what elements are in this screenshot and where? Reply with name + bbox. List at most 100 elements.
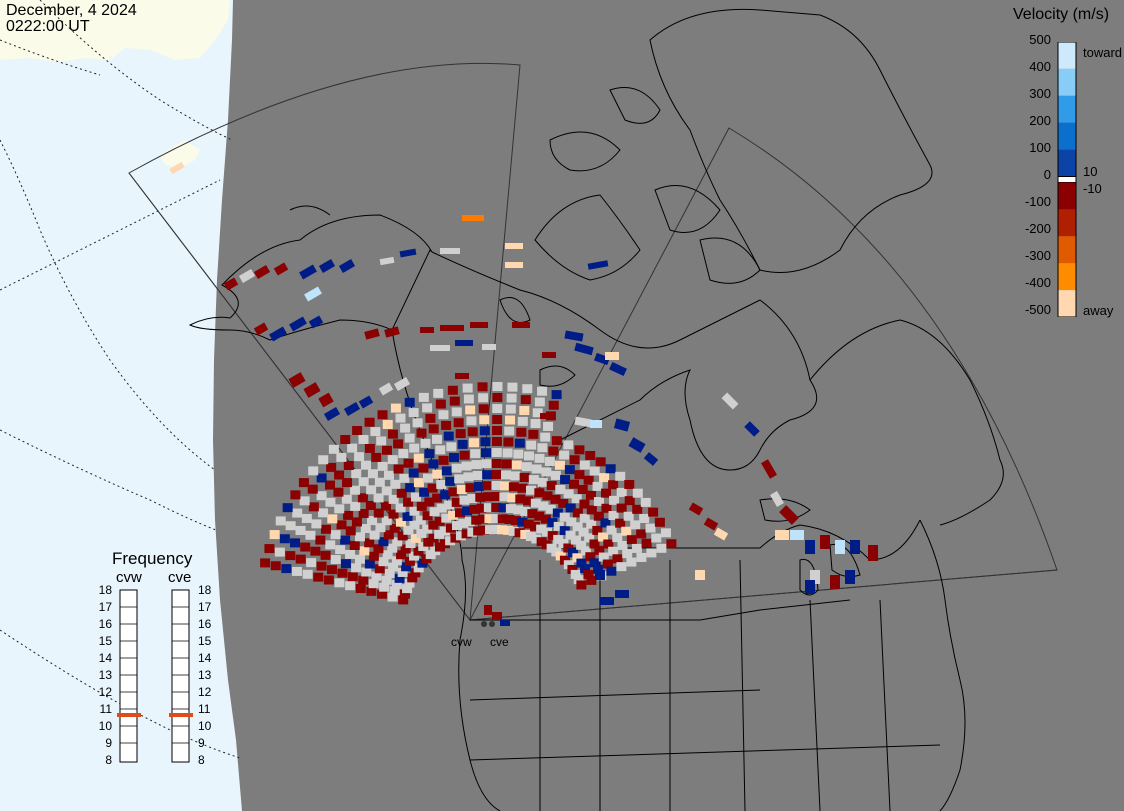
scatter-cell — [563, 560, 574, 570]
scatter-cell — [433, 388, 444, 398]
scatter-cell — [538, 501, 549, 511]
scatter-cell — [477, 514, 488, 524]
scatter-cell — [358, 395, 374, 409]
scatter-cell — [563, 543, 574, 553]
scatter-cell — [548, 400, 559, 410]
scatter-cell — [574, 342, 594, 356]
scatter-cell — [598, 532, 609, 542]
scatter-cell — [744, 421, 760, 437]
scatter-cell — [517, 416, 528, 426]
scatter-cell — [402, 511, 413, 521]
scatter-cell — [275, 516, 286, 526]
scatter-cell — [546, 481, 557, 491]
scatter-cell — [498, 503, 509, 513]
frequency-scale-label: 15 — [198, 634, 212, 648]
scatter-cell — [492, 612, 502, 620]
scatter-cell — [491, 448, 502, 458]
scatter-cell — [355, 584, 366, 594]
scatter-cell — [586, 505, 597, 515]
scatter-cell — [358, 434, 369, 444]
frequency-marker — [117, 713, 141, 717]
scatter-cell — [500, 470, 511, 480]
colorbar-zero-band — [1057, 176, 1077, 183]
frequency-scale-label: 13 — [99, 668, 113, 682]
scatter-cell — [523, 519, 534, 529]
scatter-cell — [282, 503, 293, 513]
scatter-cell — [345, 581, 356, 591]
scatter-cell — [475, 492, 486, 502]
scatter-cell — [554, 460, 565, 470]
scatter-cell — [358, 575, 369, 585]
scatter-cell — [613, 418, 631, 432]
scatter-cell — [632, 488, 643, 498]
scatter-cell — [572, 522, 583, 532]
scatter-cell — [443, 431, 454, 441]
scatter-cell — [368, 579, 379, 589]
scatter-cell — [558, 498, 569, 508]
scatter-cell — [336, 520, 347, 530]
colorbar-band-away — [1058, 236, 1076, 264]
scatter-cell — [422, 473, 433, 483]
scatter-cell — [308, 315, 324, 329]
scatter-cell — [528, 475, 539, 485]
scatter-cell — [269, 530, 280, 540]
scatter-cell — [396, 550, 407, 560]
scatter-cell — [335, 545, 346, 555]
scatter-cell — [543, 421, 554, 431]
scatter-cell — [713, 527, 729, 541]
scatter-cell — [868, 545, 878, 561]
scatter-cell — [492, 415, 503, 425]
scatter-cell — [413, 546, 424, 556]
scatter-cell — [337, 568, 348, 578]
scatter-cell — [381, 516, 392, 526]
scatter-cell — [761, 459, 777, 479]
scatter-cell — [413, 453, 424, 463]
scatter-cell — [387, 455, 398, 465]
scatter-cell — [551, 390, 562, 400]
scatter-cell — [585, 450, 596, 460]
scatter-cell — [467, 494, 478, 504]
scatter-cell — [517, 483, 528, 493]
scatter-cell — [526, 440, 537, 450]
scatter-cell — [513, 449, 524, 459]
scatter-cell — [628, 437, 646, 453]
scatter-cell — [579, 513, 590, 523]
scatter-cell — [651, 533, 662, 543]
scatter-cell — [540, 514, 551, 524]
scatter-cell — [427, 483, 438, 493]
scatter-cell — [382, 419, 393, 429]
scatter-cell — [536, 537, 547, 547]
colorbar-tick-label: -200 — [1024, 221, 1051, 236]
colorbar-tick-label: -500 — [1024, 302, 1051, 317]
scatter-cell — [485, 525, 496, 535]
scatter-cell — [441, 466, 452, 476]
scatter-cell — [465, 405, 476, 415]
scatter-cell — [365, 500, 376, 510]
scatter-cell — [388, 562, 399, 572]
scatter-cell — [551, 436, 562, 446]
scatter-cell — [523, 496, 534, 506]
scatter-cell — [567, 564, 578, 574]
scatter-cell — [565, 503, 576, 513]
scatter-cell — [425, 413, 436, 423]
colorbar-band-toward — [1058, 149, 1076, 177]
scatter-cell — [608, 511, 619, 521]
scatter-cell — [483, 492, 494, 502]
scatter-cell — [589, 539, 600, 549]
scatter-cell — [520, 395, 531, 405]
scatter-cell — [384, 569, 395, 579]
scatter-cell — [805, 580, 815, 594]
scatter-cell — [338, 259, 356, 273]
scatter-cell — [491, 514, 502, 524]
scatter-cell — [612, 533, 623, 543]
scatter-cell — [369, 530, 380, 540]
scatter-cell — [340, 559, 351, 569]
scatter-cell — [285, 551, 296, 561]
scatter-cell — [534, 397, 545, 407]
scatter-cell — [404, 578, 415, 588]
colorbar-band-toward — [1058, 68, 1076, 96]
scatter-cell — [281, 564, 292, 574]
scatter-cell — [318, 508, 329, 518]
scatter-cell — [387, 543, 398, 553]
scatter-cell — [392, 537, 403, 547]
